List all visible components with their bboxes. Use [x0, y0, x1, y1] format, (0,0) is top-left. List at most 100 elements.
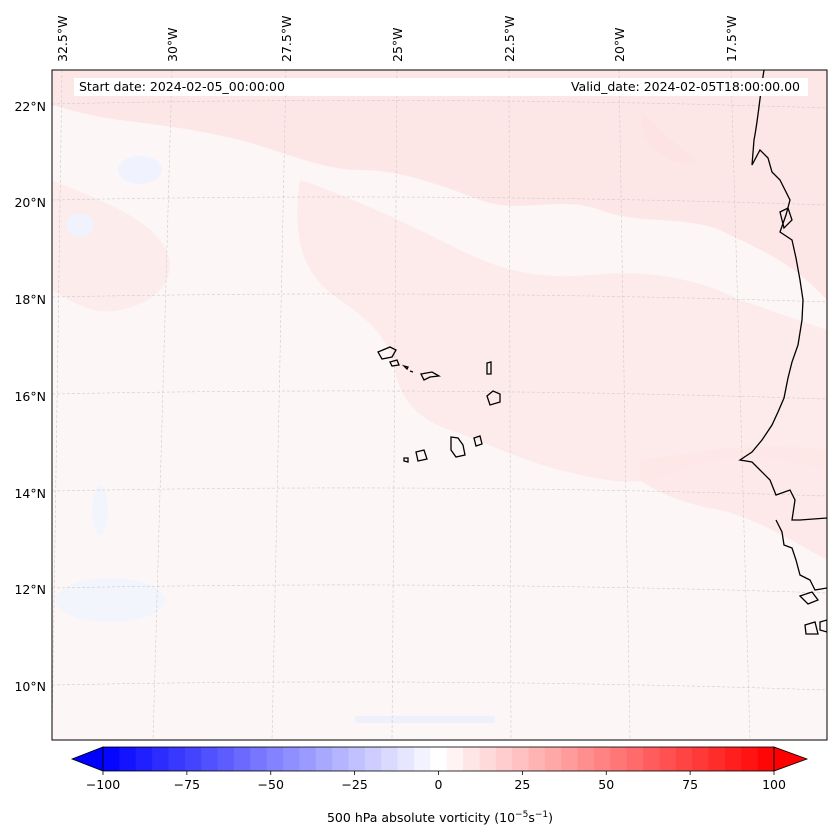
coast-detail	[819, 619, 827, 633]
colorbar-cell	[152, 747, 170, 771]
island	[377, 346, 397, 360]
lat-label: 12°N	[14, 582, 46, 597]
colorbar-cells	[103, 747, 775, 771]
island	[409, 370, 414, 373]
colorbar-cell	[299, 747, 317, 771]
colorbar-tick-label: −100	[86, 777, 120, 792]
lat-label: 16°N	[14, 389, 46, 404]
colorbar-cell	[495, 747, 513, 771]
lon-label: 25°W	[390, 27, 405, 62]
island	[450, 436, 466, 458]
colorbar-tick-label: 100	[762, 777, 786, 792]
coast-detail	[804, 621, 819, 635]
negative-vorticity-patch	[355, 716, 495, 723]
vorticity-band	[52, 70, 827, 300]
lat-label: 10°N	[14, 679, 46, 694]
lon-label: 32.5°W	[55, 16, 70, 62]
colorbar-cell	[315, 747, 333, 771]
map-panel	[51, 69, 828, 741]
latitude-labels: 22°N 20°N 18°N 16°N 14°N 12°N 10°N	[14, 99, 46, 694]
cape-verde-islands	[377, 346, 501, 463]
colorbar-cell	[168, 747, 186, 771]
colorbar-cell	[332, 747, 350, 771]
colorbar-tick-label: 50	[598, 777, 614, 792]
lon-label: 20°W	[612, 27, 627, 62]
colorbar-cell	[413, 747, 431, 771]
colorbar-extend-low	[70, 746, 104, 772]
colorbar-cell	[463, 747, 481, 771]
colorbar-cell	[544, 747, 562, 771]
graticule	[52, 70, 827, 740]
lon-label: 22.5°W	[502, 16, 517, 62]
vorticity-band	[640, 446, 827, 560]
lon-label: 27.5°W	[279, 16, 294, 62]
colorbar-cell	[512, 747, 530, 771]
lon-label: 30°W	[165, 27, 180, 62]
colorbar-cell	[692, 747, 710, 771]
colorbar-tick-label: 75	[682, 777, 698, 792]
colorbar-cell	[610, 747, 628, 771]
island	[473, 435, 483, 447]
colorbar-extend-high	[773, 746, 809, 772]
colorbar-cell	[119, 747, 137, 771]
negative-vorticity-patch	[55, 578, 165, 622]
colorbar-cell	[283, 747, 300, 771]
colorbar-cell	[561, 747, 579, 771]
colorbar-tick-label: 25	[514, 777, 530, 792]
colorbar-cell	[593, 747, 611, 771]
island	[403, 457, 409, 463]
vorticity-band	[640, 110, 700, 164]
start-date-label: Start date: 2024-02-05_00:00:00	[79, 79, 285, 94]
colorbar-cell	[643, 747, 661, 771]
date-annotation-box	[74, 78, 808, 96]
island	[401, 364, 409, 371]
africa-coastline	[738, 70, 827, 521]
colorbar-cell	[757, 747, 775, 771]
colorbar-cell	[397, 747, 415, 771]
valid-date-label: Valid_date: 2024-02-05T18:00:00.00	[571, 79, 800, 94]
colorbar-cell	[364, 747, 382, 771]
negative-vorticity-patch	[118, 156, 162, 184]
colorbar-cell	[659, 747, 677, 771]
colorbar-cell	[741, 747, 759, 771]
coastline	[738, 70, 827, 635]
colorbar-tick-label: 0	[435, 777, 443, 792]
colorbar-cell	[348, 747, 366, 771]
colorbar-tick-label: −50	[258, 777, 284, 792]
vorticity-field	[52, 70, 827, 723]
colorbar-cell	[381, 747, 399, 771]
lat-label: 18°N	[14, 292, 46, 307]
map-border	[51, 69, 828, 741]
lat-label: 22°N	[14, 99, 46, 114]
colorbar-cell	[708, 747, 726, 771]
colorbar-cell	[724, 747, 742, 771]
colorbar-cell	[266, 747, 284, 771]
colorbar-cell	[103, 747, 120, 771]
lon-label: 17.5°W	[724, 16, 739, 62]
coast-detail	[798, 591, 820, 605]
vorticity-band	[52, 180, 170, 312]
negative-vorticity-patch	[92, 485, 108, 535]
island	[415, 449, 428, 462]
colorbar-cell	[135, 747, 153, 771]
colorbar-ticks: −100 −75 −50 −25 0 25 50 75 100	[86, 771, 786, 792]
island	[486, 390, 501, 406]
colorbar: −100 −75 −50 −25 0 25 50 75 100 500 hPa absolute…	[70, 746, 809, 825]
coast-detail	[779, 207, 793, 230]
island	[389, 359, 400, 367]
colorbar-cell	[479, 747, 497, 771]
colorbar-cell	[675, 747, 693, 771]
colorbar-cell	[446, 747, 464, 771]
colorbar-tick-label: −75	[174, 777, 200, 792]
colorbar-cell	[528, 747, 546, 771]
lat-label: 20°N	[14, 195, 46, 210]
colorbar-cell	[577, 747, 595, 771]
colorbar-tick-label: −25	[341, 777, 367, 792]
colorbar-cell	[430, 747, 448, 771]
colorbar-cell	[250, 747, 268, 771]
colorbar-cell	[201, 747, 219, 771]
longitude-labels: 32.5°W 30°W 27.5°W 25°W 22.5°W 20°W 17.5…	[55, 16, 739, 62]
colorbar-cell	[184, 747, 202, 771]
island	[420, 371, 442, 381]
